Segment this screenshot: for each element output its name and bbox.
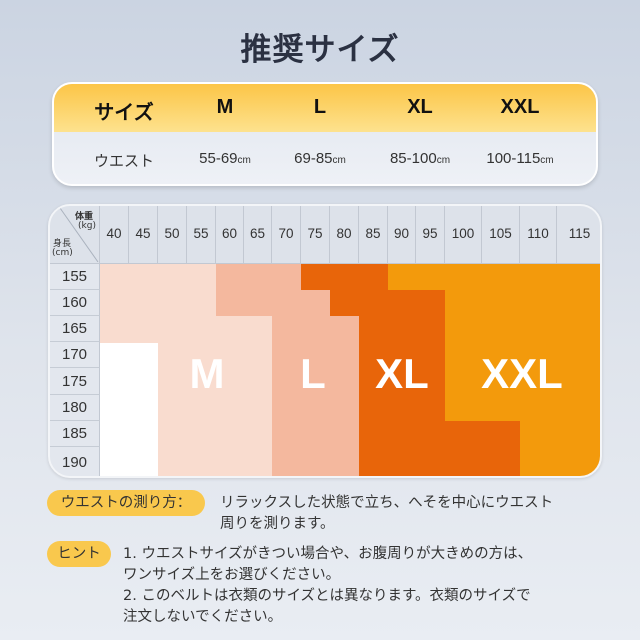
weight-header: 65 — [244, 206, 272, 264]
measure-line-2: 周りを測ります。 — [220, 516, 335, 532]
corner-cell: 体重 (kg) 身長 (cm) — [50, 206, 100, 264]
height-header: 170 — [50, 342, 100, 368]
height-header: 190 — [50, 447, 100, 476]
unit: cm — [540, 155, 554, 166]
weight-header: 40 — [100, 206, 129, 264]
weight-header: 95 — [416, 206, 445, 264]
hint-line-1: 1. ウエストサイズがきつい場合や、お腹周りが大きめの方は、 — [123, 546, 533, 562]
waist-xl-value: 85-100 — [389, 150, 437, 167]
weight-header: 90 — [388, 206, 416, 264]
height-label: 身長 — [53, 239, 72, 249]
size-region-l — [272, 316, 360, 343]
size-label-l: L — [300, 350, 326, 397]
size-region-l — [272, 342, 360, 369]
size-region-xl — [301, 264, 389, 291]
size-region-l — [216, 290, 331, 317]
size-region-m — [158, 421, 273, 448]
header-size: サイズ — [94, 102, 154, 124]
size-region-xl — [359, 421, 521, 448]
header-m: M — [216, 96, 234, 118]
weight-label: 体重 — [74, 212, 93, 222]
size-region-m — [100, 264, 217, 291]
size-region-l — [272, 421, 360, 448]
size-region-m — [158, 395, 273, 422]
weight-header: 85 — [359, 206, 388, 264]
size-label-xl: XL — [375, 350, 429, 397]
waist-size-table: サイズ M L XL XXL ウエスト 55-69cm 69-85cm 85-1… — [52, 82, 598, 186]
size-region-xl — [359, 316, 446, 343]
waist-l: 69-85cm — [294, 150, 346, 167]
height-header: 185 — [50, 421, 100, 447]
measure-line-1: リラックスした状態で立ち、へそを中心にウエスト — [220, 495, 554, 511]
hint-label: ヒント — [47, 541, 111, 567]
size-region-m — [158, 342, 273, 369]
waist-l-value: 69-85 — [294, 150, 333, 167]
weight-header: 60 — [216, 206, 244, 264]
hint-line-2: ワンサイズ上をお選びください。 — [123, 567, 341, 583]
size-region-m — [158, 447, 273, 476]
diagonal-line — [59, 207, 99, 263]
size-region-xxl — [445, 368, 600, 396]
unit: cm — [237, 155, 251, 166]
size-label-xxl: XXL — [481, 350, 563, 397]
height-header: 180 — [50, 395, 100, 421]
weight-unit: (kg) — [78, 221, 96, 231]
weight-header: 105 — [482, 206, 520, 264]
height-header: 160 — [50, 290, 100, 316]
size-region-l — [272, 447, 360, 476]
header-l: L — [313, 96, 327, 118]
size-region-xl — [330, 290, 446, 317]
size-region-xxl — [388, 264, 600, 291]
waist-xxl-value: 100-115 — [486, 150, 541, 167]
weight-header: 100 — [445, 206, 482, 264]
size-label-m: M — [189, 350, 225, 397]
waist-table-header — [54, 84, 596, 132]
size-region-l — [272, 395, 360, 422]
size-region-m — [100, 316, 273, 343]
weight-header: 55 — [187, 206, 216, 264]
size-region-xxl — [445, 316, 600, 343]
size-region-m — [100, 290, 217, 317]
weight-header: 70 — [272, 206, 301, 264]
size-region-xxl — [520, 421, 600, 448]
weight-header: 50 — [158, 206, 187, 264]
size-region-xxl — [445, 395, 600, 422]
header-xl: XL — [407, 96, 433, 118]
size-region-xxl — [445, 342, 600, 369]
weight-header: 110 — [520, 206, 557, 264]
weight-header: 80 — [330, 206, 359, 264]
size-region-xxl — [445, 290, 600, 317]
size-region-xl — [359, 395, 446, 422]
height-unit: (cm) — [52, 248, 73, 258]
height-header: 165 — [50, 316, 100, 342]
size-chart: 体重 (kg) 身長 (cm) 40 45 50 55 60 65 70 75 80 85 90 95… — [48, 204, 602, 478]
size-region-xl — [359, 447, 521, 476]
waist-m-value: 55-69 — [199, 150, 238, 167]
hint-line-4: 注文しないでください。 — [123, 609, 283, 625]
measure-label: ウエストの測り方： — [47, 490, 205, 516]
waist-row-label: ウエスト — [93, 153, 155, 170]
header-xxl: XXL — [500, 96, 540, 118]
size-region-l — [216, 264, 302, 291]
hint-line-3: 2. このベルトは衣類のサイズとは異なります。衣類のサイズで — [123, 588, 531, 604]
size-region-xxl — [520, 447, 600, 476]
height-header: 155 — [50, 264, 100, 290]
waist-xl: 85-100cm — [390, 150, 450, 167]
weight-header: 75 — [301, 206, 330, 264]
size-region-xl — [359, 342, 446, 369]
size-region-l — [272, 368, 360, 396]
unit: cm — [436, 155, 451, 166]
unit: cm — [332, 155, 346, 166]
size-region-xl — [359, 368, 446, 396]
height-header: 175 — [50, 368, 100, 395]
waist-m: 55-69cm — [199, 150, 251, 167]
page-title: 推奨サイズ — [240, 32, 400, 68]
waist-xxl: 100-115cm — [486, 150, 553, 167]
weight-header: 45 — [129, 206, 158, 264]
weight-header: 115 — [557, 206, 600, 264]
size-region-m — [158, 368, 273, 396]
